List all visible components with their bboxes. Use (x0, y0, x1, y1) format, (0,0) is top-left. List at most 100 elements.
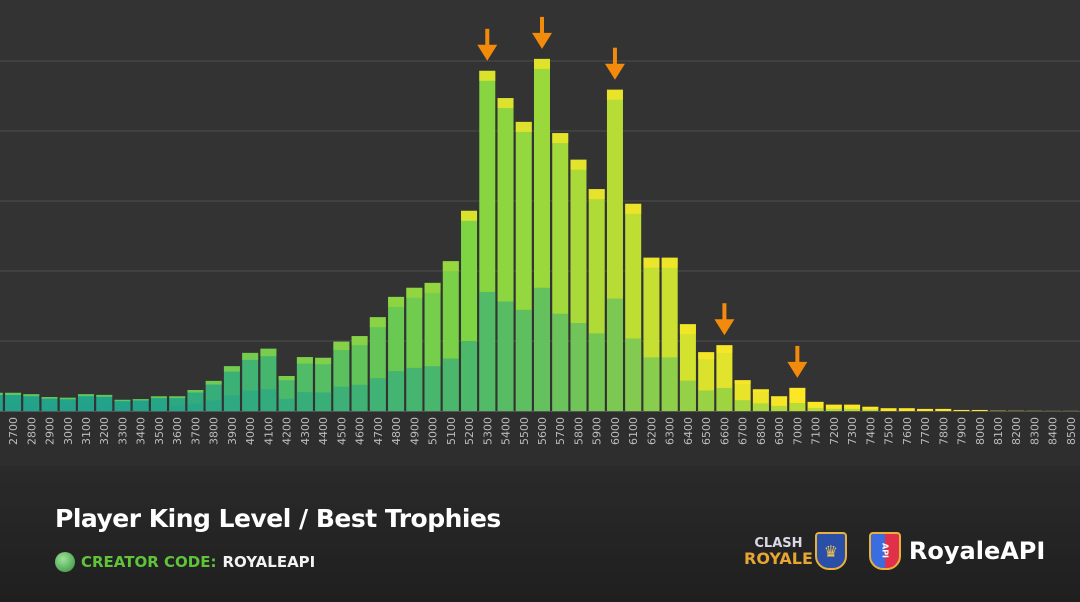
bar-segment-top (497, 98, 514, 109)
x-tick-label: 2900 (44, 417, 57, 445)
bar-segment-top (807, 401, 824, 403)
bar-segment-top (223, 366, 240, 372)
bar-segment-lower (169, 405, 186, 411)
x-tick-label: 3900 (226, 417, 239, 445)
bar-segment-top (515, 121, 532, 132)
arrow-icon-shaft (722, 303, 727, 324)
bar-segment-top (698, 352, 715, 360)
x-tick-label: 3300 (116, 417, 129, 445)
x-tick-label: 7800 (937, 417, 950, 445)
x-tick-label: 5500 (518, 417, 531, 445)
x-tick-label: 6800 (755, 417, 768, 445)
x-tick-label: 6200 (645, 417, 658, 445)
x-tick-label: 8500 (1065, 417, 1078, 445)
bar-segment-lower (625, 338, 642, 411)
x-tick-label: 3800 (208, 417, 221, 445)
bar-segment-lower (223, 395, 240, 411)
bar-segment-top (479, 70, 496, 81)
arrow-down-icon (787, 361, 808, 378)
x-tick-label: 8100 (992, 417, 1005, 445)
x-tick-label: 7400 (864, 417, 877, 445)
x-tick-label: 6500 (700, 417, 713, 445)
bar-segment-top (844, 404, 861, 406)
crown-shield-icon: ♛ (814, 532, 847, 570)
bar-7900 (953, 409, 970, 411)
x-tick-label: 6400 (682, 417, 695, 445)
bar-segment-lower (661, 357, 678, 411)
bar-segment-top (78, 394, 94, 397)
bar-segment-top (333, 341, 350, 351)
arrow-icon-shaft (795, 345, 800, 366)
x-tick-label: 4900 (408, 417, 421, 445)
bar-segment-lower (351, 384, 368, 411)
bar-segment-top (187, 390, 204, 393)
bar-segment-lower (844, 408, 861, 411)
bar-segment-top (716, 345, 733, 354)
x-tick-label: 7200 (828, 417, 841, 445)
api-shield-icon: API (868, 532, 901, 570)
bar-segment-lower (388, 371, 405, 411)
x-tick-label: 6100 (627, 417, 640, 445)
bar-7100 (807, 401, 824, 411)
bar-segment-top (169, 396, 186, 399)
bar-segment-lower (41, 406, 58, 411)
x-tick-label: 8200 (1010, 417, 1023, 445)
bar-segment-top (96, 394, 113, 397)
bar-segment-lower (406, 367, 423, 411)
bar-segment-lower (497, 301, 514, 411)
clash-royale-logo: CLASH ROYALE (744, 536, 813, 568)
bar-segment-top (369, 317, 386, 328)
bar-segment-lower (23, 405, 40, 411)
bar-segment-lower (369, 378, 386, 411)
bar-segment-lower (114, 407, 131, 411)
bar-segment-top (679, 324, 696, 335)
creator-code-label: CREATOR CODE: (81, 553, 217, 571)
bar-segment-lower (333, 386, 350, 411)
bar-3400 (132, 399, 149, 411)
x-axis-band (0, 412, 1080, 466)
bar-segment-top (0, 392, 3, 395)
x-tick-label: 6300 (664, 417, 677, 445)
bar-segment-lower (479, 291, 496, 411)
bar-segment-top (625, 203, 642, 214)
chart-title: Player King Level / Best Trophies (55, 504, 501, 533)
bar-segment-lower (424, 366, 441, 411)
x-tick-label: 7700 (919, 417, 932, 445)
bar-segment-lower (771, 405, 788, 411)
bar-segment-lower (570, 323, 587, 411)
bar-7700 (917, 408, 934, 411)
arrow-down-icon (532, 32, 552, 49)
creator-badge-icon (55, 552, 75, 572)
arrow-icon-shaft (540, 16, 544, 37)
creator-code: CREATOR CODE: ROYALEAPI (55, 552, 315, 572)
bar-segment-top (351, 336, 368, 346)
x-tick-label: 5600 (536, 417, 549, 445)
bar-segment-lower (534, 287, 550, 411)
bar-segment-top (643, 257, 660, 268)
bar-8000 (971, 409, 988, 411)
x-tick-label: 3700 (189, 417, 202, 445)
bar-segment-lower (752, 403, 769, 411)
bar-segment-lower (825, 408, 842, 411)
bar-segment-top (552, 133, 569, 144)
bar-segment-lower (442, 358, 459, 411)
bar-segment-top (771, 396, 788, 399)
bar-segment-top (442, 261, 459, 272)
x-tick-label: 3400 (135, 417, 148, 445)
bar-segment-top (278, 376, 295, 381)
bar-segment-lower (0, 404, 3, 411)
bar-segment-top (205, 380, 222, 385)
bar-segment-top (534, 58, 550, 69)
bar-chart: 2600 2700 2800 2900 3000 3100 3200 3300 3400 3500… (0, 16, 1080, 466)
x-tick-label: 4700 (372, 417, 385, 445)
bar-segment-top (114, 399, 131, 402)
bar-segment-lower (315, 392, 332, 411)
x-tick-label: 5700 (554, 417, 567, 445)
arrow-icon-shaft (485, 28, 490, 49)
x-tick-label: 4500 (335, 417, 348, 445)
bar-segment-top (388, 296, 405, 307)
x-tick-label: 2600 (0, 417, 2, 445)
footer: Player King Level / Best Trophies CREATO… (0, 466, 1080, 602)
bar-segment-top (424, 282, 441, 293)
x-tick-label: 7300 (846, 417, 859, 445)
